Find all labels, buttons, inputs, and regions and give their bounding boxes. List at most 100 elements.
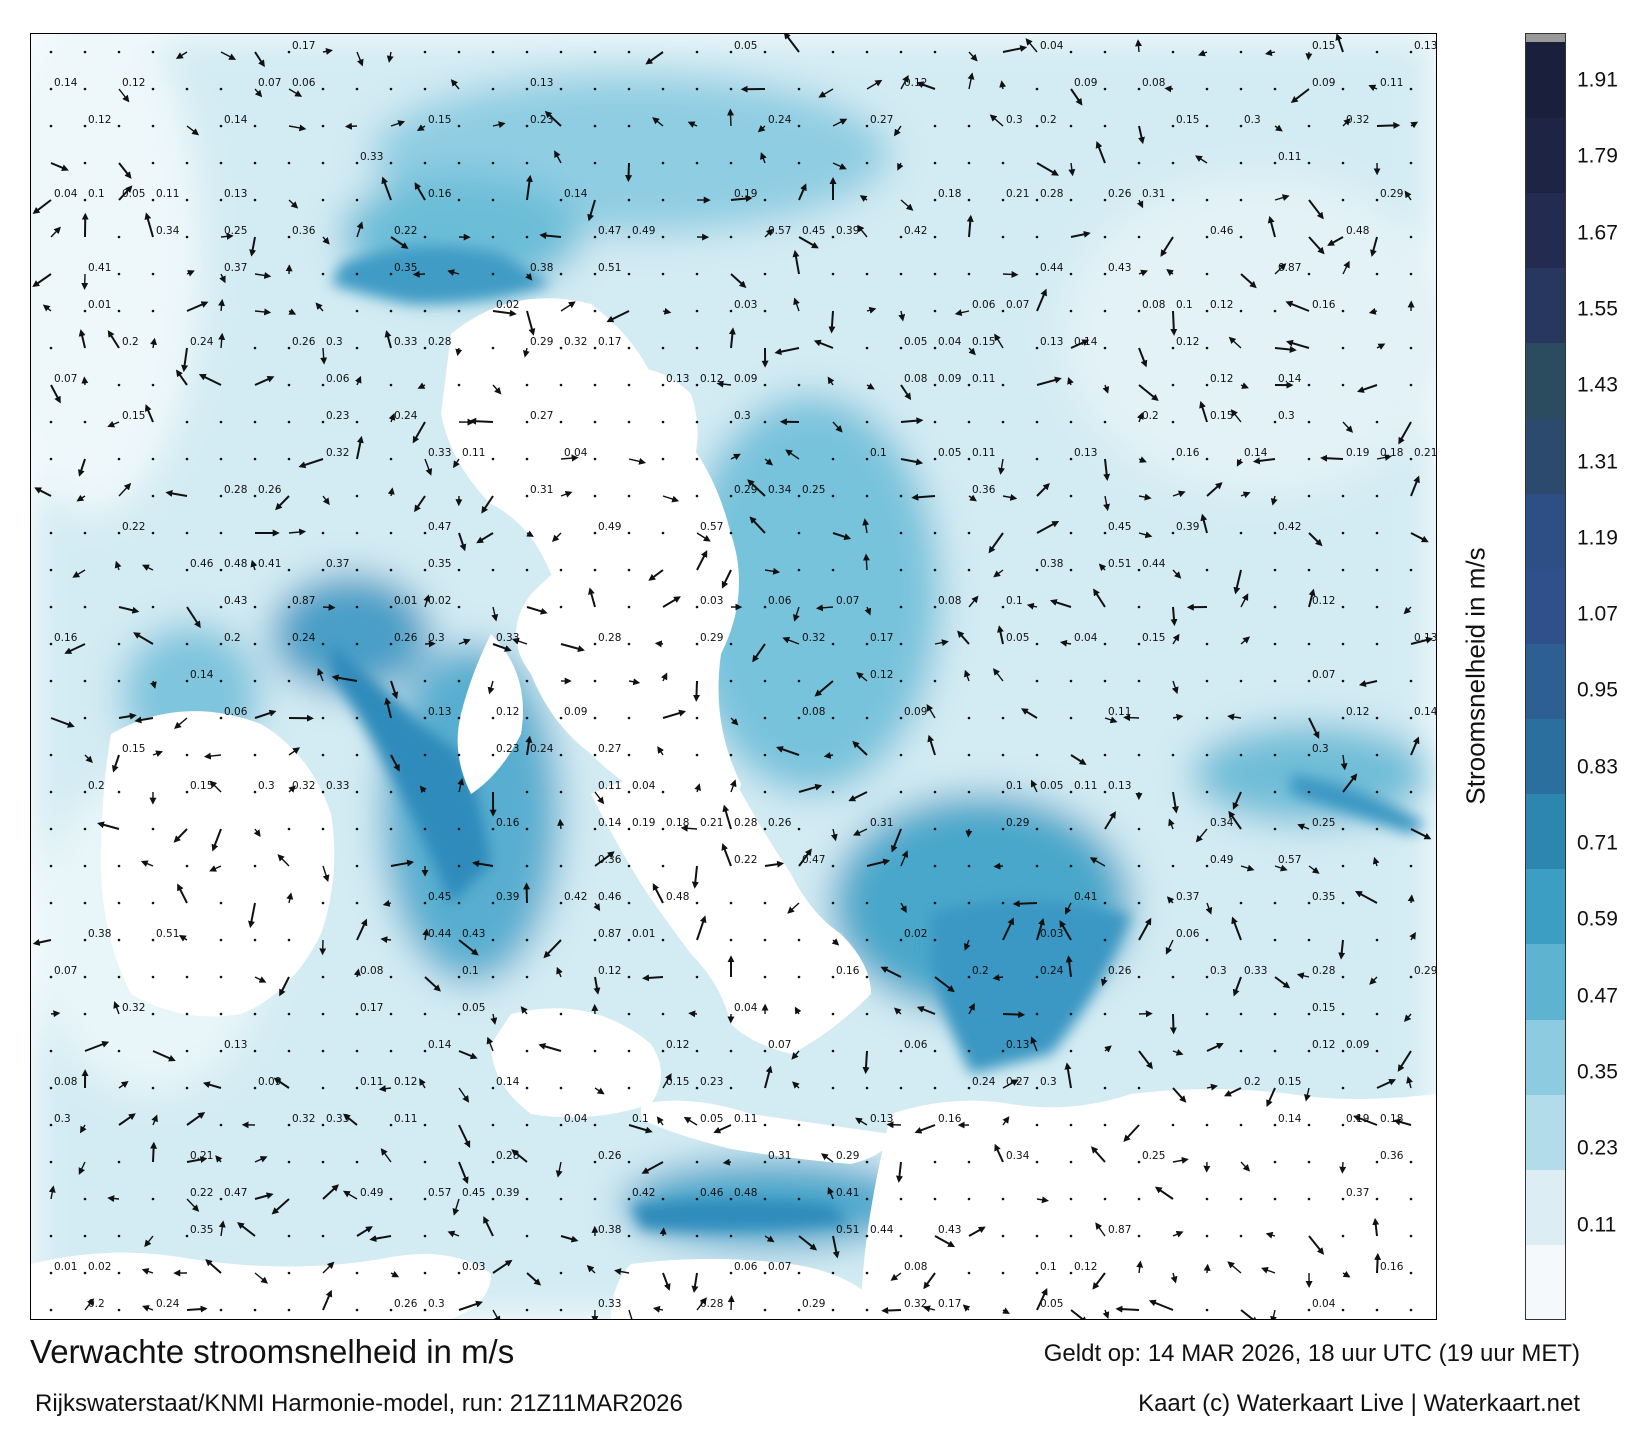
grid-point	[1103, 901, 1107, 905]
speed-label: 0.33	[326, 780, 349, 792]
current-arrow	[999, 80, 1007, 90]
grid-point	[695, 605, 699, 609]
current-arrow	[486, 1036, 494, 1052]
grid-point	[219, 420, 223, 424]
grid-point	[661, 420, 665, 424]
grid-point	[1205, 272, 1209, 276]
grid-point	[457, 1271, 461, 1275]
speed-label: 0.26	[394, 632, 418, 644]
speed-label: 0.1	[1006, 595, 1023, 607]
speed-label: 0.15	[1176, 114, 1199, 126]
speed-label: 0.44	[870, 1224, 894, 1236]
grid-point	[1069, 457, 1073, 461]
current-arrow	[186, 606, 201, 629]
grid-point	[491, 716, 495, 720]
grid-point	[1273, 716, 1277, 720]
grid-point	[1103, 753, 1107, 757]
current-arrow	[827, 376, 835, 386]
grid-point	[1103, 272, 1107, 276]
grid-point	[49, 50, 53, 54]
grid-point	[117, 938, 121, 942]
current-arrow	[1138, 125, 1145, 145]
grid-point	[117, 272, 121, 276]
grid-point	[355, 161, 359, 165]
grid-point	[1273, 790, 1277, 794]
speed-label: 0.26	[1108, 965, 1132, 977]
current-arrow	[965, 828, 973, 838]
speed-label: 0.38	[1040, 558, 1063, 570]
speed-label: 0.14	[1278, 373, 1302, 385]
speed-label: 0.33	[326, 1113, 349, 1125]
grid-point	[1307, 753, 1311, 757]
speed-label: 0.07	[258, 77, 281, 89]
speed-label: 0.24	[156, 1298, 180, 1310]
grid-point	[865, 1234, 869, 1238]
speed-label: 0.05	[904, 336, 927, 348]
grid-point	[661, 272, 665, 276]
grid-point	[151, 272, 155, 276]
grid-point	[695, 494, 699, 498]
speed-label: 0.3	[1244, 114, 1261, 126]
colorbar-tick-label: 1.43	[1577, 373, 1618, 397]
grid-point	[899, 1086, 903, 1090]
grid-point	[1205, 457, 1209, 461]
current-arrow	[78, 329, 86, 349]
speed-label: 0.2	[1040, 114, 1057, 126]
grid-point	[185, 87, 189, 91]
current-arrow	[560, 301, 576, 312]
grid-point	[1001, 161, 1005, 165]
speed-label: 0.12	[1346, 706, 1369, 718]
grid-point	[185, 790, 189, 794]
speed-label: 0.25	[802, 484, 825, 496]
grid-point	[729, 1086, 733, 1090]
grid-point	[1069, 1271, 1073, 1275]
grid-point	[729, 531, 733, 535]
current-arrow	[774, 347, 800, 356]
grid-point	[593, 50, 597, 54]
speed-label: 0.16	[938, 1113, 962, 1125]
current-arrow	[382, 899, 392, 907]
speed-label: 0.13	[1006, 1039, 1029, 1051]
grid-point	[491, 87, 495, 91]
speed-label: 0.36	[292, 225, 316, 237]
current-arrow	[472, 860, 494, 868]
grid-point	[151, 494, 155, 498]
current-arrow	[988, 532, 1004, 554]
current-arrow	[1270, 1309, 1277, 1319]
grid-point	[83, 87, 87, 91]
speed-label: 0.1	[632, 1113, 649, 1125]
current-arrow	[662, 495, 680, 503]
grid-point	[1341, 1234, 1345, 1238]
current-arrow	[554, 150, 562, 164]
speed-label: 0.32	[292, 780, 315, 792]
grid-point	[1035, 1160, 1039, 1164]
current-arrow	[450, 79, 460, 90]
speed-label: 0.04	[1312, 1298, 1336, 1310]
grid-point	[1409, 1197, 1413, 1201]
speed-label: 0.35	[428, 558, 451, 570]
grid-point	[321, 568, 325, 572]
grid-point	[627, 1197, 631, 1201]
speed-label: 0.15	[1142, 632, 1165, 644]
grid-point	[1273, 679, 1277, 683]
current-arrow	[556, 966, 563, 978]
grid-point	[831, 235, 835, 239]
speed-label: 0.2	[1244, 1076, 1261, 1088]
current-arrow	[1070, 339, 1090, 349]
grid-point	[627, 1086, 631, 1090]
current-arrow	[419, 785, 427, 794]
current-arrow	[150, 337, 158, 349]
grid-point	[287, 679, 291, 683]
speed-label: 0.13	[1040, 336, 1063, 348]
current-arrow	[994, 1143, 1004, 1163]
grid-point	[321, 1123, 325, 1127]
current-arrow	[934, 976, 955, 993]
speed-label: 0.11	[1380, 77, 1403, 89]
grid-point	[423, 1160, 427, 1164]
grid-point	[83, 975, 87, 979]
grid-point	[1375, 938, 1379, 942]
current-arrow	[683, 1116, 698, 1126]
grid-point	[117, 642, 121, 646]
grid-point	[185, 457, 189, 461]
current-arrow	[380, 1148, 392, 1163]
